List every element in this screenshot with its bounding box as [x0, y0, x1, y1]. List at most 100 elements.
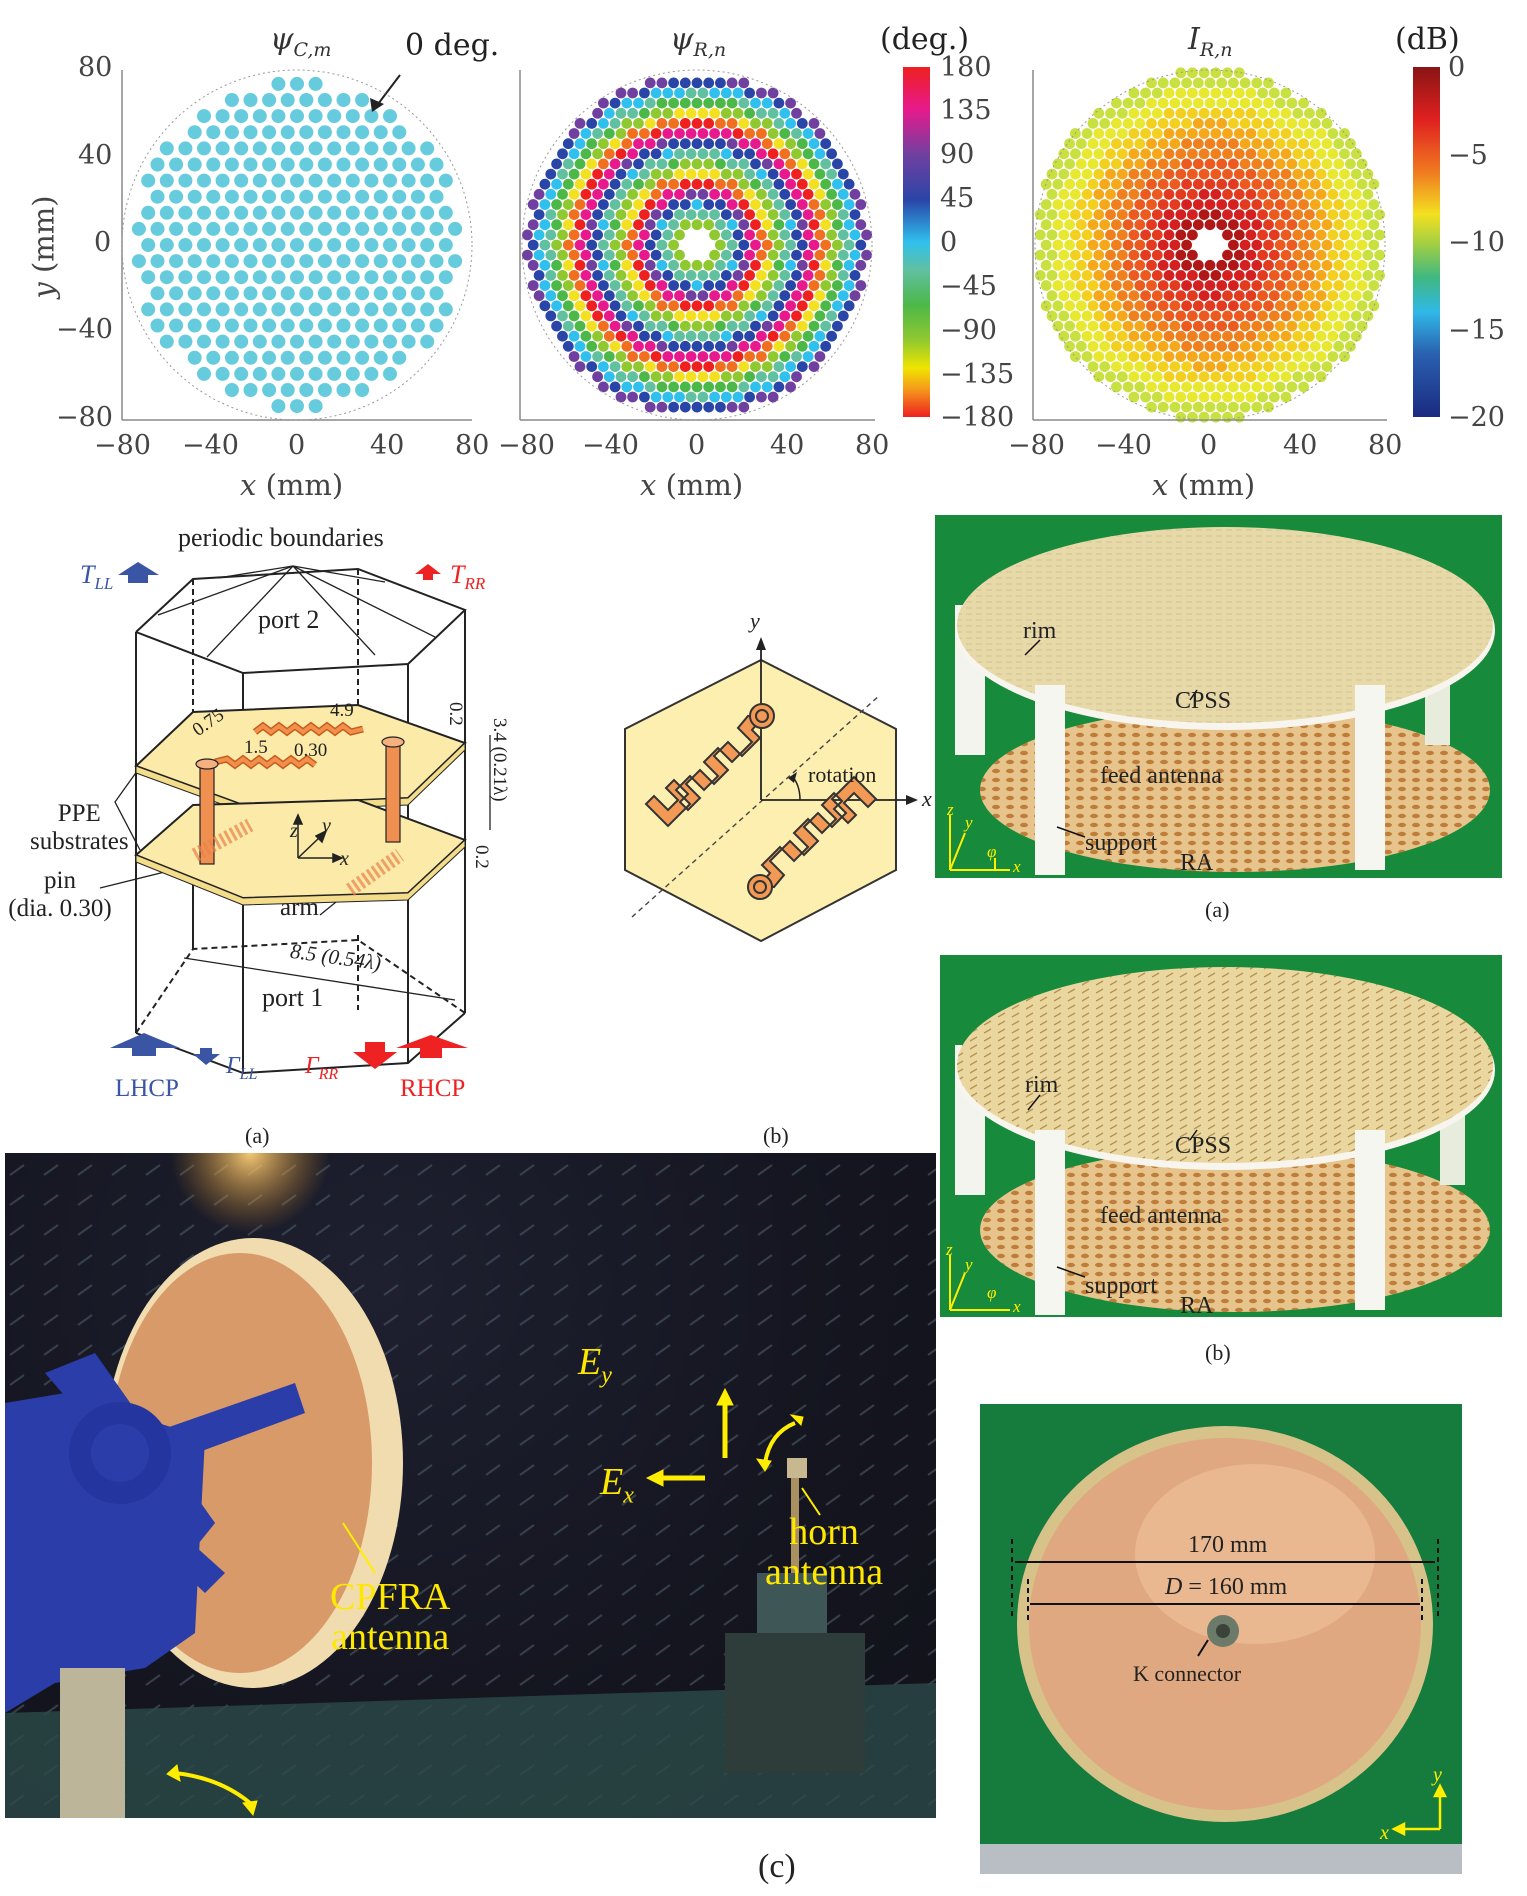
- plot3-xtick: −80: [1008, 430, 1065, 461]
- ppe-substrates-label: PPE substrates: [30, 800, 129, 855]
- plot1-ytick: 80: [78, 52, 113, 83]
- support-label: support: [1085, 1273, 1157, 1299]
- axis-z: z: [290, 820, 298, 842]
- gamma-ll-label: ΓLL: [226, 1053, 258, 1083]
- prototype-photo-a: rim CPSS feed antenna support RA z y φ x: [935, 515, 1502, 878]
- photo-b-axis-x: x: [1013, 1297, 1021, 1316]
- phase-colorbar: [903, 67, 930, 417]
- horn-antenna-label: horn antenna: [765, 1511, 884, 1593]
- plot2-cbtick: 45: [940, 183, 975, 214]
- plot1-xtick: −80: [94, 430, 151, 461]
- plot2-xtick: 40: [770, 430, 805, 461]
- top-axis-y: y: [750, 608, 760, 633]
- ey-label: Ey: [578, 1341, 612, 1389]
- rhcp-label: RHCP: [400, 1075, 466, 1102]
- plot1-xtick: 80: [455, 430, 490, 461]
- dim-170mm: 170 mm: [1188, 1532, 1268, 1558]
- plot2-cbtick: 90: [940, 139, 975, 170]
- plot2-cbtick: −45: [940, 271, 997, 302]
- plot2-xtick: 0: [688, 430, 706, 461]
- plot1-xtick: −40: [182, 430, 239, 461]
- rim-label: rim: [1023, 618, 1057, 644]
- feed-disk-photo: 170 mm D = 160 mm K connector y x: [980, 1404, 1462, 1874]
- arm-label: arm: [280, 894, 319, 921]
- cpss-label: CPSS: [1175, 1133, 1232, 1159]
- pin-label: pin (dia. 0.30): [8, 867, 112, 922]
- support-label: support: [1085, 830, 1157, 856]
- plot3-xlabel: x (mm): [1152, 468, 1256, 502]
- plot3-cbtick: −20: [1448, 402, 1505, 433]
- plot2-cbtick: 135: [940, 95, 992, 126]
- k-connector-label: K connector: [1133, 1661, 1242, 1686]
- plot3-xtick: 80: [1368, 430, 1403, 461]
- dim-d-160mm: D = 160 mm: [1165, 1574, 1288, 1600]
- periodic-boundaries-label: periodic boundaries: [178, 523, 384, 552]
- plot2-cbtick: −180: [940, 402, 1015, 433]
- plot1-ytick: 40: [78, 140, 113, 171]
- plot2-cbtick: −135: [940, 359, 1015, 390]
- gamma-rr-label: ΓRR: [305, 1053, 339, 1083]
- plot1-xlabel: x (mm): [240, 468, 344, 502]
- plot2-title: ψR,n: [670, 22, 727, 61]
- lhcp-label: LHCP: [115, 1075, 179, 1102]
- photo-a-axis-y: y: [965, 813, 973, 832]
- plot1-title: ψC,m: [270, 22, 332, 61]
- caption-b-left: (b): [763, 1123, 789, 1148]
- plot1-xtick: 40: [370, 430, 405, 461]
- ra-label: RA: [1180, 1293, 1214, 1317]
- plot1-canvas: [121, 69, 473, 421]
- caption-a-right: (a): [1205, 897, 1230, 922]
- dim-1-5: 1.5: [244, 737, 268, 758]
- disk-axis-y: y: [1433, 1764, 1442, 1786]
- plot3-cbtick: 0: [1448, 52, 1466, 83]
- axis-y: y: [322, 815, 331, 837]
- plot3-cbtick: −10: [1448, 227, 1505, 258]
- plot1-ytick: −40: [56, 314, 113, 345]
- plot2-cbtick: 180: [940, 52, 992, 83]
- disk-axis-x: x: [1380, 1822, 1389, 1844]
- caption-b-right: (b): [1205, 1340, 1231, 1365]
- plot1-ytick: 0: [94, 227, 112, 258]
- plot3-xtick: 0: [1200, 430, 1218, 461]
- cpss-label: CPSS: [1175, 688, 1232, 714]
- plot3-xtick: −40: [1095, 430, 1152, 461]
- anechoic-chamber-photo: Ey Ex horn antenna CPFRA antenna: [5, 1153, 936, 1818]
- t-ll-label: TLL: [80, 560, 114, 594]
- caption-a-left: (a): [245, 1123, 270, 1148]
- port1-label: port 1: [262, 983, 324, 1012]
- t-rr-label: TRR: [450, 560, 486, 594]
- plot3-cbtick: −15: [1448, 315, 1505, 346]
- rotation-label: rotation: [808, 762, 877, 787]
- prototype-photo-b: rim CPSS feed antenna support RA z y φ x: [940, 955, 1502, 1317]
- top-axis-x: x: [922, 786, 932, 811]
- plot3-canvas: [1032, 67, 1440, 423]
- dim-4-9: 4.9: [330, 700, 354, 721]
- photo-b-axis-y: y: [965, 1255, 973, 1274]
- photo-a-axis-x: x: [1013, 857, 1021, 876]
- plot1-zero-deg-annotation: 0 deg.: [405, 28, 500, 63]
- photo-a-axis-z: z: [947, 800, 954, 819]
- ra-label: RA: [1180, 850, 1214, 876]
- rim-label: rim: [1025, 1072, 1059, 1098]
- ex-label: Ex: [600, 1461, 634, 1509]
- plot2-cbtick: −90: [940, 315, 997, 346]
- plot3-title: IR,n: [1188, 22, 1233, 61]
- axis-x: x: [340, 848, 349, 870]
- plot3-colorbar-unit: (dB): [1395, 22, 1460, 57]
- plot1-ytick: −80: [56, 402, 113, 433]
- feed-antenna-label: feed antenna: [1100, 1203, 1222, 1229]
- plot3-xtick: 40: [1283, 430, 1318, 461]
- plot2-xtick: −80: [498, 430, 555, 461]
- photo-b-axis-z: z: [946, 1240, 953, 1259]
- dim-0-30: 0.30: [294, 740, 328, 761]
- plot2-canvas: [519, 67, 930, 421]
- plot2-xtick: −40: [582, 430, 639, 461]
- photo-b-axis-phi: φ: [987, 1283, 997, 1302]
- plot3-cbtick: −5: [1448, 140, 1488, 171]
- plot2-xtick: 80: [855, 430, 890, 461]
- feed-antenna-label: feed antenna: [1100, 763, 1222, 789]
- port2-label: port 2: [258, 605, 320, 634]
- photo-a-axis-phi: φ: [987, 842, 997, 861]
- caption-c: (c): [758, 1848, 796, 1885]
- plot2-colorbar-unit: (deg.): [880, 22, 970, 57]
